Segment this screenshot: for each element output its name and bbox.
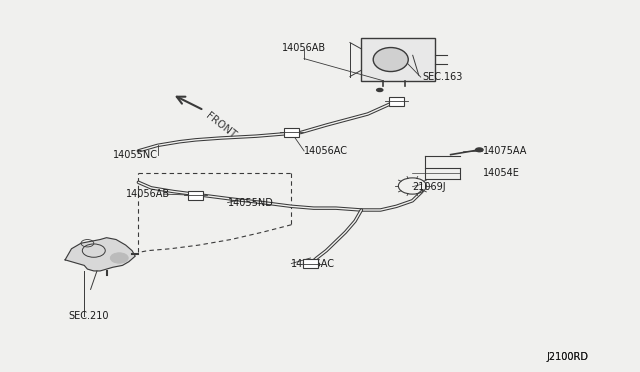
Circle shape bbox=[475, 147, 484, 153]
Ellipse shape bbox=[373, 48, 408, 71]
Text: SEC.163: SEC.163 bbox=[422, 72, 462, 82]
Text: 21069J: 21069J bbox=[412, 182, 446, 192]
Bar bbox=[389, 97, 404, 106]
Polygon shape bbox=[65, 238, 135, 271]
Text: SEC.210: SEC.210 bbox=[68, 311, 109, 321]
Text: 14055ND: 14055ND bbox=[228, 198, 273, 208]
Text: FRONT: FRONT bbox=[204, 111, 238, 141]
Bar bbox=[188, 191, 204, 200]
Text: 14056AB: 14056AB bbox=[125, 189, 170, 199]
Bar bbox=[362, 38, 435, 81]
Text: J2100RD: J2100RD bbox=[546, 352, 588, 362]
Bar bbox=[303, 259, 318, 268]
Text: 14055NC: 14055NC bbox=[113, 150, 158, 160]
Circle shape bbox=[110, 253, 128, 263]
Text: 14075AA: 14075AA bbox=[483, 146, 527, 156]
Bar bbox=[284, 128, 299, 137]
Text: 14056AB: 14056AB bbox=[282, 42, 326, 52]
Text: J2100RD: J2100RD bbox=[546, 352, 588, 362]
Circle shape bbox=[376, 88, 383, 92]
Text: 14056AC: 14056AC bbox=[291, 259, 335, 269]
Text: 14056AC: 14056AC bbox=[304, 146, 348, 156]
Text: 14054E: 14054E bbox=[483, 168, 520, 178]
